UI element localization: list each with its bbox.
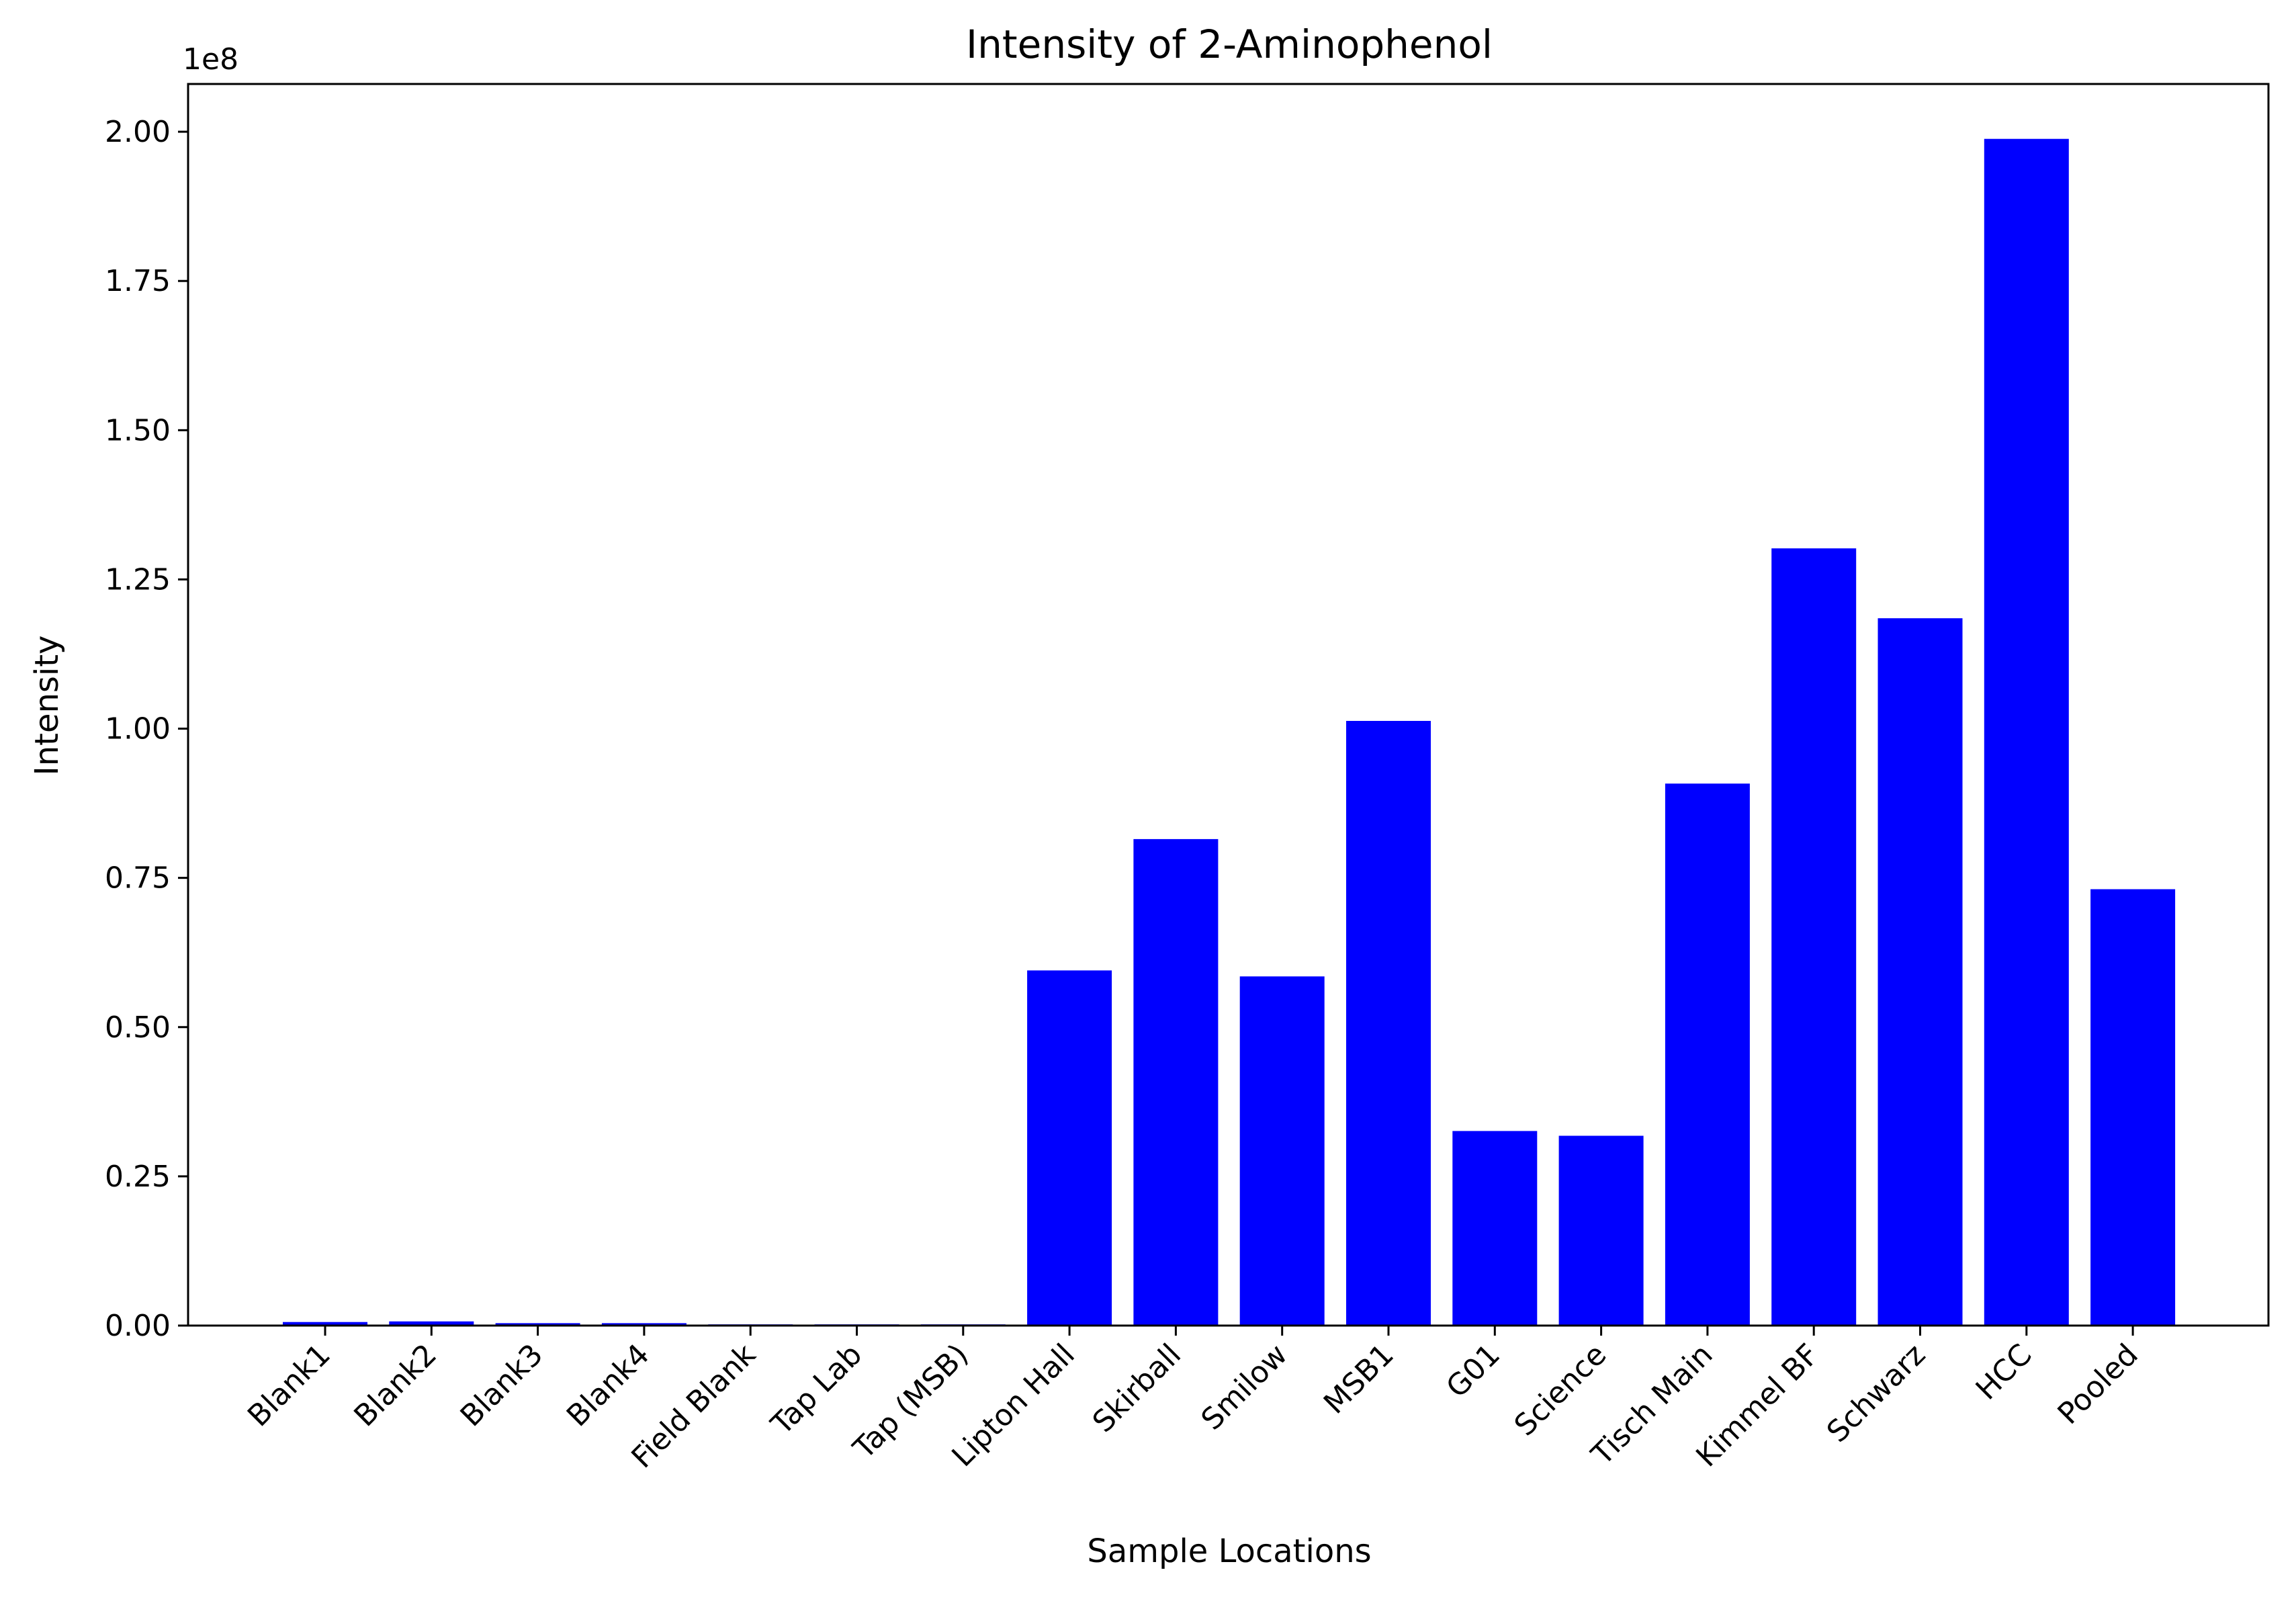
- bar-skirball: [1133, 838, 1219, 1326]
- bar-pooled: [2090, 889, 2176, 1326]
- bar-science: [1558, 1135, 1644, 1326]
- bar-blank3: [495, 1323, 580, 1326]
- y-tick-label: 1.25: [105, 562, 171, 597]
- y-tick-label: 0.50: [105, 1010, 171, 1045]
- y-tick-label: 0.00: [105, 1309, 171, 1343]
- bar-blank4: [601, 1323, 687, 1326]
- y-tick-label: 1.00: [105, 712, 171, 746]
- bars-group: [283, 138, 2176, 1326]
- y-axis-offset-label: 1e8: [183, 42, 238, 77]
- bar-msb1: [1346, 721, 1431, 1326]
- bar-lipton-hall: [1027, 970, 1112, 1326]
- bar-kimmel-bf: [1771, 548, 1857, 1326]
- y-tick-label: 2.00: [105, 115, 171, 149]
- bar-schwarz: [1878, 618, 1963, 1326]
- y-tick-label: 0.25: [105, 1160, 171, 1194]
- chart-title: Intensity of 2-Aminophenol: [966, 21, 1493, 67]
- bar-hcc: [1984, 138, 2069, 1326]
- y-axis-ticks: 0.00 0.25 0.50 0.75 1.00 1.25 1.50 1.75 2.00: [105, 115, 188, 1343]
- plot-frame: [187, 83, 2270, 1327]
- bar-blank2: [389, 1321, 474, 1326]
- y-tick-label: 1.75: [105, 264, 171, 298]
- bar-blank1: [283, 1322, 367, 1326]
- x-axis-label: Sample Locations: [1087, 1533, 1371, 1570]
- bar-smilow: [1239, 976, 1325, 1326]
- bar-g01: [1452, 1131, 1538, 1326]
- y-tick-label: 0.75: [105, 861, 171, 896]
- y-tick-label: 1.50: [105, 413, 171, 447]
- y-axis-label: Intensity: [28, 636, 66, 776]
- bar-tisch-main: [1665, 783, 1750, 1326]
